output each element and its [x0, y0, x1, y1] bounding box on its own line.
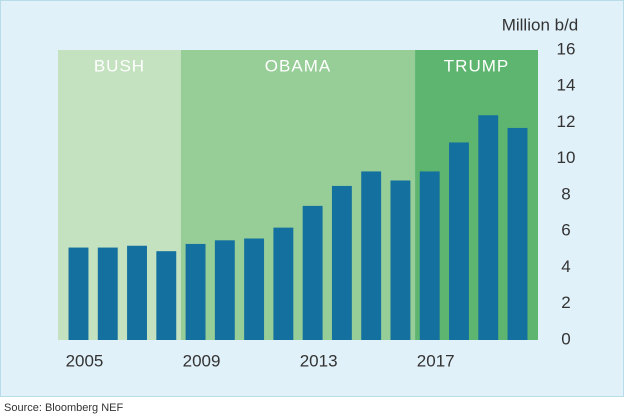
period-label: TRUMP — [444, 56, 509, 75]
bar — [214, 240, 235, 340]
bar — [244, 238, 265, 340]
source: Source: Bloomberg NEF — [4, 402, 123, 414]
x-tick-label: 2013 — [300, 351, 338, 370]
bar — [507, 127, 528, 340]
bar — [185, 243, 206, 340]
bar — [127, 245, 147, 340]
x-tick-label: 2017 — [417, 351, 455, 370]
period-label: BUSH — [94, 56, 145, 75]
y-tick-label: 4 — [561, 257, 570, 276]
y-tick-label: 10 — [557, 148, 576, 167]
x-tick-label: 2009 — [183, 351, 221, 370]
y-tick-label: 8 — [561, 184, 570, 203]
bar — [390, 180, 411, 340]
bar — [302, 205, 323, 340]
y-tick-label: 6 — [561, 221, 570, 240]
bar — [68, 247, 89, 340]
x-tick-label: 2005 — [66, 351, 104, 370]
bar — [361, 171, 382, 340]
y-tick-label: 2 — [561, 293, 570, 312]
bar — [419, 171, 440, 340]
y-axis-label: Million b/d — [502, 15, 579, 34]
y-tick-label: 0 — [561, 329, 570, 348]
bar — [273, 227, 294, 340]
y-tick-label: 12 — [557, 112, 576, 131]
bar — [449, 142, 469, 340]
bar — [478, 115, 499, 340]
y-tick-label: 16 — [557, 39, 576, 58]
bar — [97, 247, 118, 340]
period-label: OBAMA — [265, 56, 331, 75]
y-tick-label: 14 — [557, 76, 576, 95]
bar — [156, 251, 177, 340]
bar — [331, 185, 352, 340]
